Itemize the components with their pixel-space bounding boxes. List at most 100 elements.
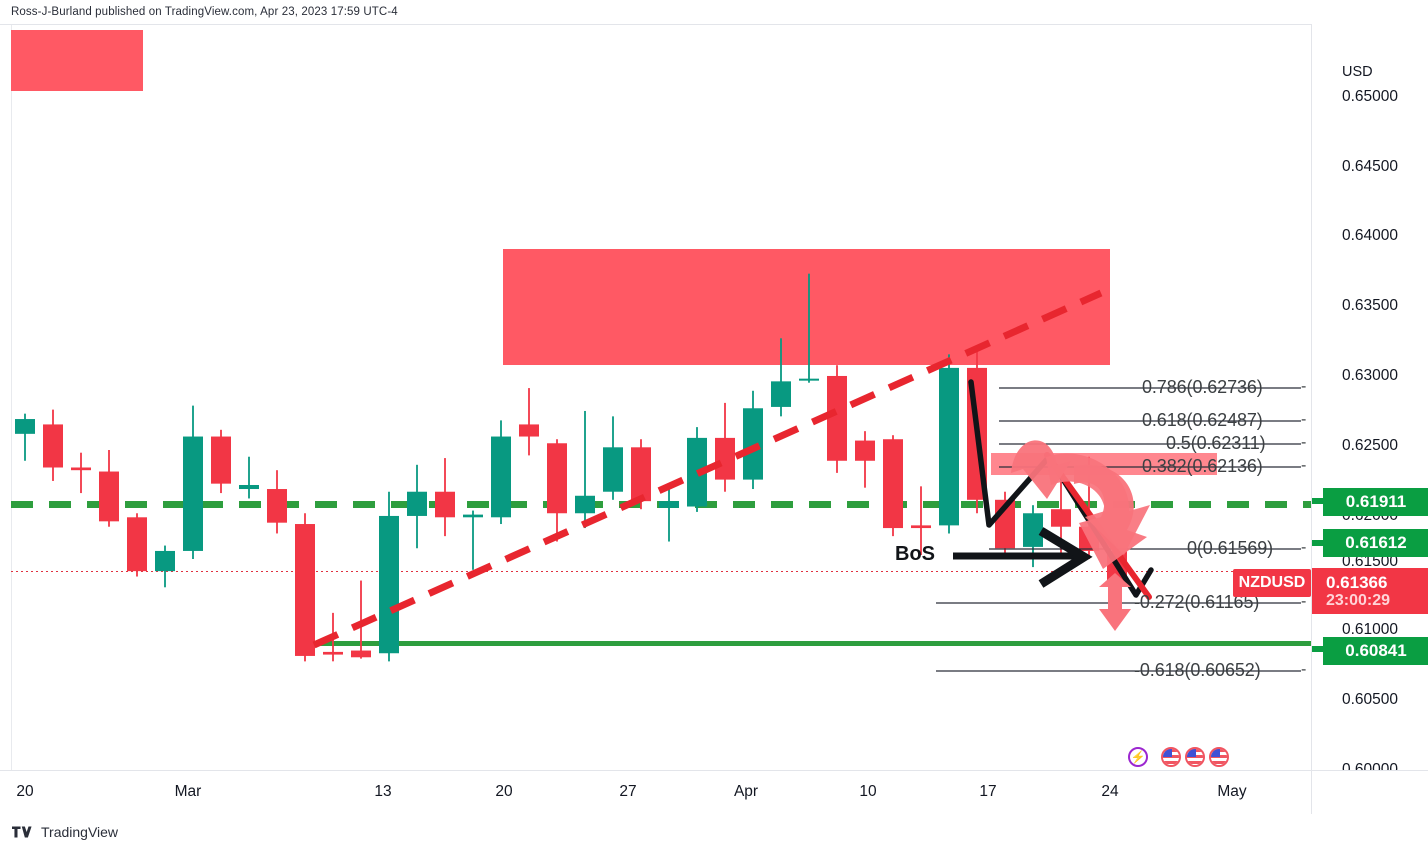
- candle-body: [71, 467, 91, 471]
- candle-body: [183, 436, 203, 551]
- axis-marker-resistance: [1312, 498, 1324, 504]
- candle-body: [463, 514, 483, 518]
- candle-body: [155, 550, 175, 572]
- time-tick-mar: Mar: [174, 783, 202, 800]
- candle-body: [239, 484, 259, 490]
- fib-label-0: 0(0.61569): [1187, 538, 1274, 558]
- event-marker-earnings[interactable]: ⚡: [1128, 747, 1148, 767]
- price-tick-0.60500: 0.60500: [1342, 691, 1399, 708]
- fib-tick-0: -: [1301, 539, 1307, 556]
- axis-currency-label: USD: [1342, 64, 1373, 80]
- time-tick-10-apr: 10: [859, 783, 877, 800]
- price-tick-0.61500: 0.61500: [1342, 553, 1399, 570]
- candle-body: [855, 440, 875, 461]
- time-tick-17-apr: 17: [979, 783, 997, 800]
- candle-body: [771, 381, 791, 407]
- price-tick-0.63000: 0.63000: [1342, 367, 1399, 384]
- price-tick-0.64500: 0.64500: [1342, 158, 1399, 175]
- candle-body: [1023, 513, 1043, 547]
- candle-body: [211, 436, 231, 484]
- candle-body: [323, 651, 343, 655]
- bos-arrow: [953, 527, 1093, 588]
- fib-tick-n0618: -: [1301, 661, 1307, 678]
- candle-body: [379, 515, 399, 654]
- symbol-price-flag: NZDUSD: [1233, 569, 1311, 597]
- time-tick-13-mar: 13: [374, 783, 392, 800]
- resistance-level-tag: 0.61911: [1323, 488, 1428, 516]
- tradingview-brand-label: TradingView: [41, 824, 119, 840]
- fib-label-0786: 0.786(0.62736): [1142, 377, 1263, 397]
- candle-body: [491, 436, 511, 518]
- price-tick-0.62500: 0.62500: [1342, 437, 1399, 454]
- time-tick-may: May: [1217, 783, 1247, 800]
- candle-body: [435, 491, 455, 518]
- tradingview-logo-icon: [12, 826, 32, 838]
- candle-body: [659, 501, 679, 508]
- upper-supply-zone: [503, 249, 1110, 365]
- price-tick-0.65000: 0.65000: [1342, 88, 1399, 105]
- candle-body: [351, 650, 371, 658]
- publication-attribution: Ross-J-Burland published on TradingView.…: [11, 6, 398, 18]
- support-solid-level: [314, 641, 1311, 646]
- candle-body: [827, 375, 847, 461]
- tradingview-footer: TradingView: [0, 814, 1428, 850]
- fib-tick-0786: -: [1301, 378, 1307, 395]
- fib-label-n0618: -0.618(0.60652): [1134, 660, 1261, 680]
- axis-marker-support: [1312, 646, 1324, 652]
- candle-body: [575, 495, 595, 514]
- event-marker-us-1[interactable]: [1161, 747, 1181, 767]
- candle-body: [267, 489, 287, 523]
- header-supply-zone: [11, 30, 143, 91]
- event-marker-us-2[interactable]: [1185, 747, 1205, 767]
- target-down-arrow: [1099, 573, 1131, 631]
- publication-header: Ross-J-Burland published on TradingView.…: [0, 0, 1428, 24]
- chart-plot-area[interactable]: BoS 0.786(0.62736) 0.618(0.62487) 0.5(0.…: [11, 25, 1311, 771]
- fib-label-0382: 0.382(0.62136): [1142, 456, 1263, 476]
- fib-tick-0382: -: [1301, 457, 1307, 474]
- last-price-dotted-line: [11, 571, 1311, 572]
- fib-label-0618: 0.618(0.62487): [1142, 410, 1263, 430]
- price-axis[interactable]: USD 0.65000 0.64500 0.64000 0.63500 0.63…: [1311, 24, 1428, 777]
- candle-body: [295, 524, 315, 656]
- candle-body: [547, 443, 567, 514]
- bar-countdown: 23:00:29: [1326, 591, 1391, 609]
- event-marker-us-3[interactable]: [1209, 747, 1229, 767]
- candle-body: [631, 447, 651, 502]
- candlestick-series: [15, 273, 1301, 672]
- time-tick-27-mar: 27: [619, 783, 637, 800]
- price-tick-0.64000: 0.64000: [1342, 227, 1399, 244]
- candle-body: [43, 424, 63, 468]
- candle-body: [603, 447, 623, 492]
- last-price-tag: 0.61366 23:00:29: [1312, 568, 1428, 614]
- time-axis-separator: [1311, 771, 1312, 815]
- candle-body: [99, 471, 119, 522]
- chart-pane[interactable]: BoS 0.786(0.62736) 0.618(0.62487) 0.5(0.…: [0, 24, 1428, 771]
- candle-body: [883, 439, 903, 529]
- time-axis[interactable]: 20 Mar 13 20 27 Apr 10 17 24 May: [0, 770, 1428, 815]
- candle-body: [743, 408, 763, 480]
- us-flag-canton: [1187, 749, 1196, 757]
- candle-body: [799, 378, 819, 381]
- candle-body: [1051, 509, 1071, 527]
- time-tick-apr: Apr: [733, 783, 759, 800]
- fib-tick-n0272: -: [1301, 593, 1307, 610]
- candle-body: [407, 491, 427, 516]
- axis-marker-fibzero: [1312, 540, 1324, 546]
- candle-body: [127, 517, 147, 572]
- fib-zero-tag: 0.61612: [1323, 529, 1428, 557]
- pane-left-border: [11, 25, 12, 771]
- us-flag-canton: [1211, 749, 1220, 757]
- last-price-value: 0.61366: [1326, 572, 1388, 592]
- ascending-trendline: [312, 289, 1103, 649]
- us-flag-canton: [1163, 749, 1172, 757]
- fib-tick-05: -: [1301, 434, 1307, 451]
- fib-label-05: 0.5(0.62311): [1166, 433, 1266, 453]
- candle-body: [715, 437, 735, 480]
- bos-label: BoS: [895, 543, 935, 565]
- price-tick-0.63500: 0.63500: [1342, 297, 1399, 314]
- lightning-bolt-icon: ⚡: [1130, 750, 1146, 764]
- candle-body: [15, 419, 35, 434]
- time-tick-24-apr: 24: [1101, 783, 1119, 800]
- fib-tick-0618: -: [1301, 411, 1307, 428]
- candle-body: [911, 525, 931, 529]
